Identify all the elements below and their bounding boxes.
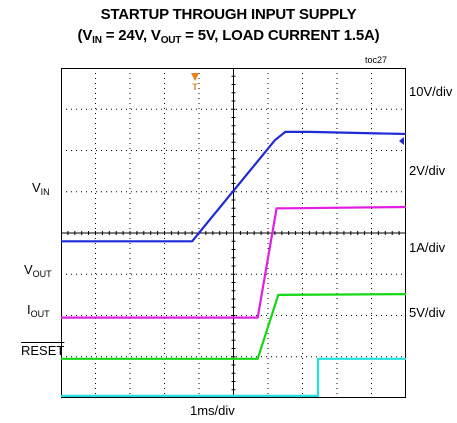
x-axis-label: 1ms/div [190,403,235,418]
chart-title-line1: STARTUP THROUGH INPUT SUPPLY [100,6,357,23]
label-iout-sub: OUT [30,309,50,319]
label-reset-main: RESET [21,343,65,358]
scale-vout: 2V/div [409,163,446,178]
scope-grid [61,68,406,398]
scale-vin: 10V/div [409,84,453,99]
scale-reset: 5V/div [409,305,446,320]
title-close: = 5V, LOAD CURRENT 1.5A) [181,27,380,44]
label-iout: IOUT [27,302,50,319]
title-vout-sub: OUT [160,35,182,46]
label-vout-main: V [24,262,33,277]
trigger-marker-label: T [192,82,198,92]
trigger-marker-icon [191,73,199,81]
chart-title-line2: (VIN = 24V, VOUT = 5V, LOAD CURRENT 1.5A… [0,27,457,46]
label-vin-sub: IN [40,187,50,197]
label-iout-main: I [27,302,31,317]
label-reset: RESET [21,343,64,358]
trace-vin [61,130,406,243]
label-vout-sub: OUT [32,269,52,279]
title-open: (V [77,27,93,44]
scope-plot: T [61,68,406,398]
trigger-level-icon [399,137,404,145]
trace-iout [61,293,406,360]
scale-iout: 1A/div [409,240,446,255]
title-mid: = 24V, V [101,27,161,44]
label-vin-main: V [32,180,41,195]
scope-traces [61,130,406,397]
scope-markers: T [191,73,404,145]
trace-vout [61,205,406,319]
label-vout: VOUT [24,262,52,279]
label-vin: VIN [32,180,50,197]
figure-reference: toc27 [365,55,388,65]
trace-reset [61,357,406,397]
title-vin-sub: IN [92,35,102,46]
